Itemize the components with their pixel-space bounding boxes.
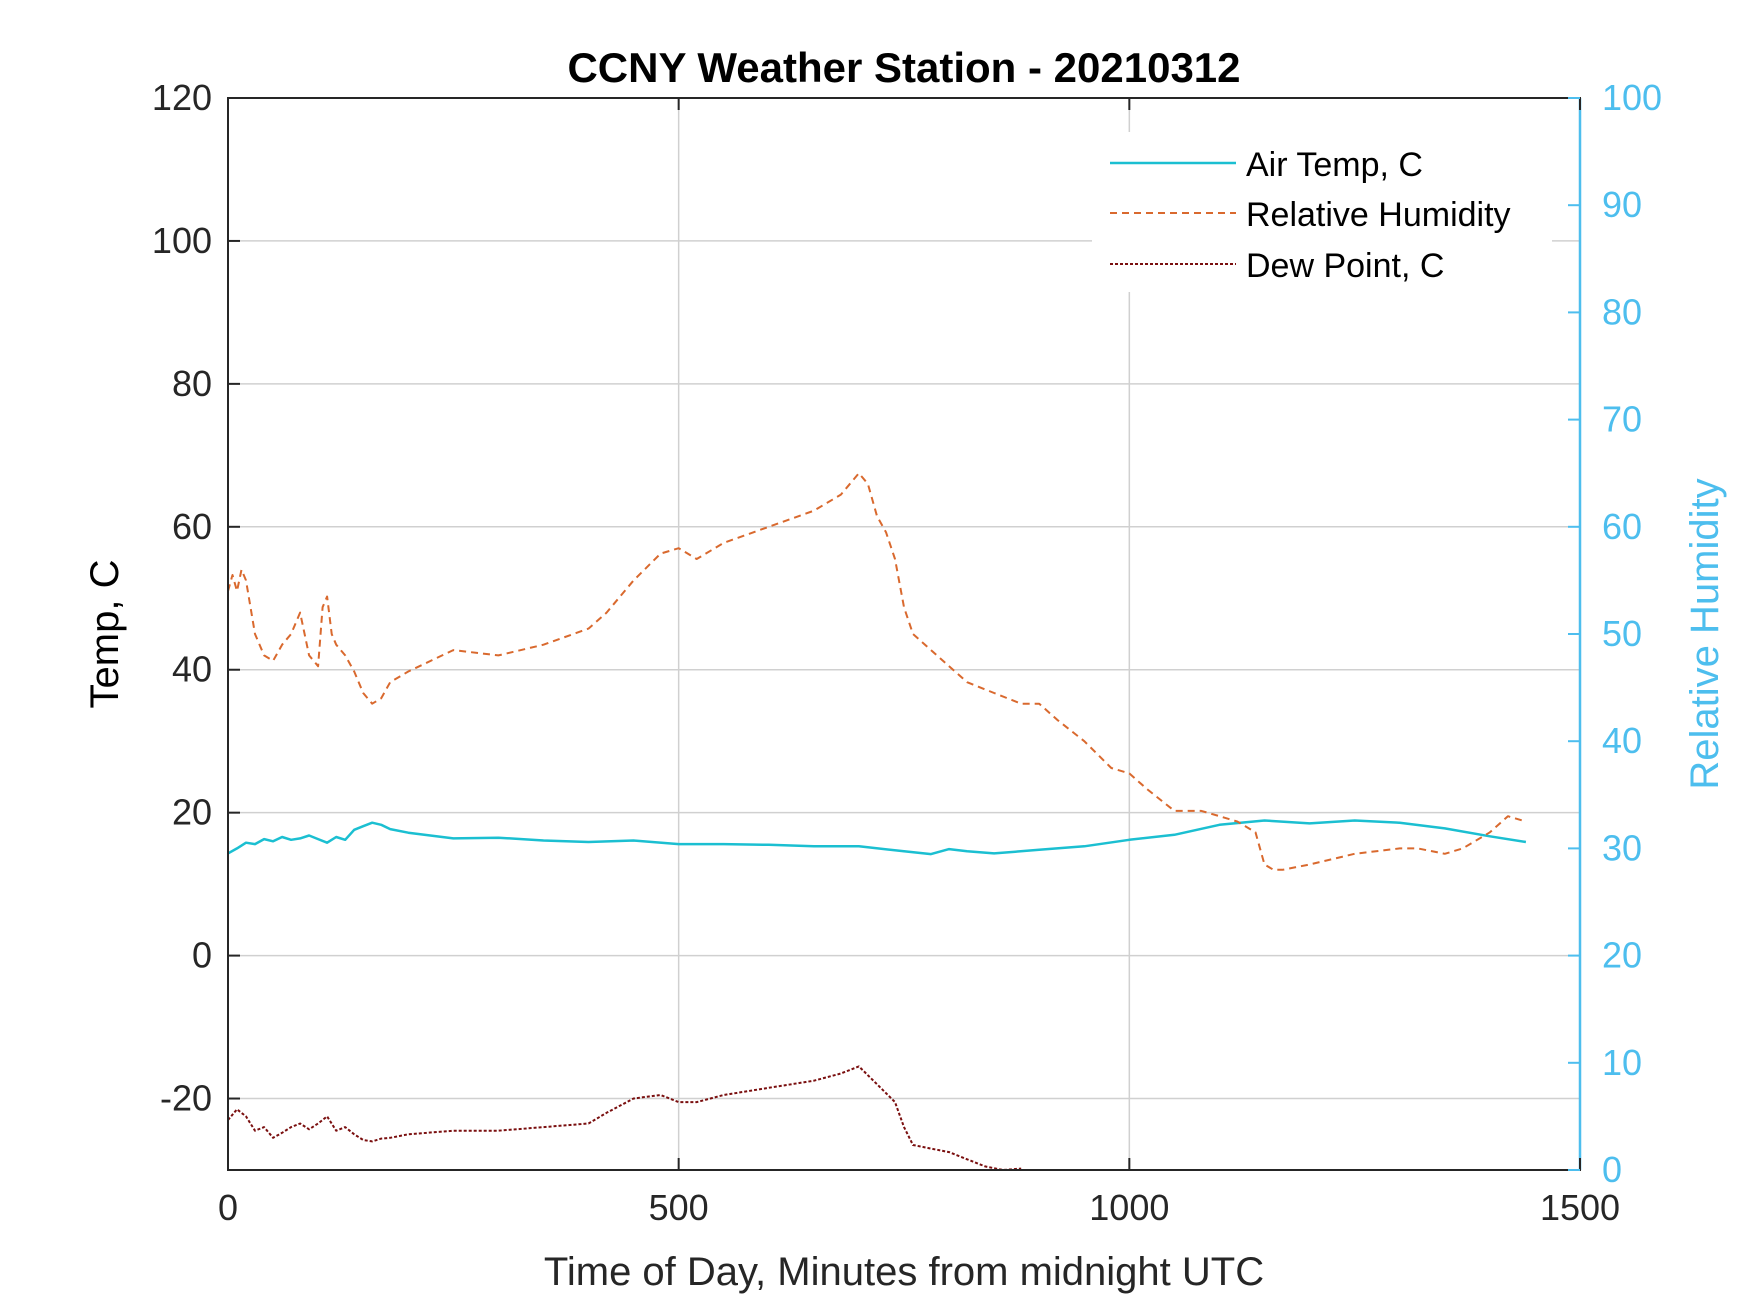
legend-label-dew-point: Dew Point, C — [1246, 247, 1444, 285]
right-y-tick-label: 20 — [1602, 935, 1642, 976]
right-y-tick-label: 10 — [1602, 1042, 1642, 1083]
right-y-tick-label: 90 — [1602, 184, 1642, 225]
legend-background — [1092, 132, 1552, 292]
left-y-tick-label: 100 — [152, 220, 212, 261]
right-y-tick-label: 100 — [1602, 77, 1662, 118]
right-y-tick-label: 80 — [1602, 291, 1642, 332]
x-tick-label: 500 — [649, 1187, 709, 1228]
left-y-tick-label: 120 — [152, 77, 212, 118]
right-y-tick-label: 40 — [1602, 720, 1642, 761]
chart-title: CCNY Weather Station - 20210312 — [567, 44, 1240, 91]
right-y-tick-label: 60 — [1602, 506, 1642, 547]
legend-label-relative-humidity: Relative Humidity — [1246, 196, 1511, 234]
right-y-tick-label: 30 — [1602, 827, 1642, 868]
x-tick-label: 0 — [218, 1187, 238, 1228]
axis-ticks: 0 500 1000 1500 -20 0 20 40 60 80 100 120 0 10 20 30 40 5… — [152, 77, 1662, 1228]
right-y-tick-label: 50 — [1602, 613, 1642, 654]
series-line-air-temp — [228, 819, 1527, 856]
x-tick-label: 1000 — [1089, 1187, 1169, 1228]
right-y-tick-label: 70 — [1602, 399, 1642, 440]
left-y-tick-label: 60 — [172, 506, 212, 547]
grid — [228, 98, 1580, 1170]
series-line-relative-humidity — [228, 472, 1527, 871]
plot-area — [228, 472, 1527, 1170]
x-tick-label: 1500 — [1540, 1187, 1620, 1228]
left-y-tick-label: 40 — [172, 649, 212, 690]
left-y-tick-label: -20 — [160, 1078, 212, 1119]
legend: Air Temp, C Relative Humidity Dew Point,… — [1092, 132, 1552, 292]
left-y-tick-label: 20 — [172, 792, 212, 833]
series-line-dew-point — [228, 1065, 1022, 1170]
right-y-tick-label: 0 — [1602, 1149, 1622, 1190]
x-axis-label: Time of Day, Minutes from midnight UTC — [544, 1250, 1264, 1294]
left-y-axis-label: Temp, C — [83, 560, 127, 709]
left-y-tick-label: 0 — [192, 935, 212, 976]
legend-label-air-temp: Air Temp, C — [1246, 146, 1423, 184]
left-y-tick-label: 80 — [172, 363, 212, 404]
right-y-axis-label: Relative Humidity — [1683, 478, 1727, 789]
